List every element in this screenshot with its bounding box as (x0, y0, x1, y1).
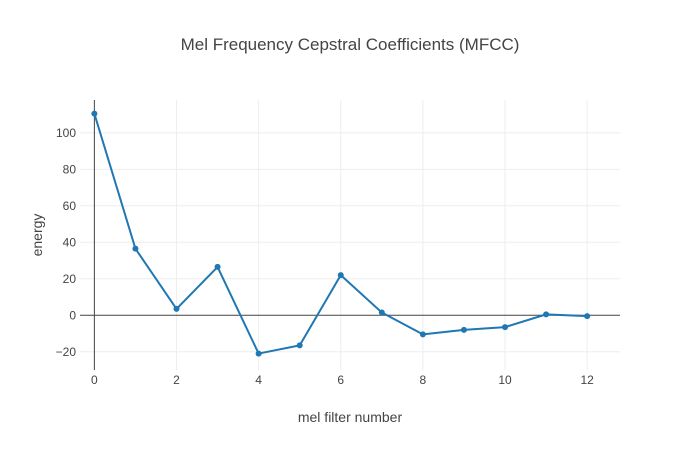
y-tick-label: 80 (63, 162, 77, 176)
x-tick-label: 0 (91, 373, 98, 387)
x-tick-label: 6 (337, 373, 344, 387)
y-tick-label: 40 (63, 235, 77, 249)
data-point[interactable] (378, 309, 385, 316)
data-point[interactable] (214, 263, 221, 270)
tick-labels: −20 0 20 40 60 80 100 0 2 4 6 8 10 12 (56, 126, 595, 387)
x-tick-label: 4 (255, 373, 262, 387)
y-tick-label: 60 (63, 199, 77, 213)
data-point[interactable] (91, 110, 98, 117)
y-tick-label: 100 (56, 126, 76, 140)
data-point[interactable] (132, 245, 139, 252)
data-point[interactable] (584, 313, 591, 320)
data-point[interactable] (502, 324, 509, 331)
x-tick-label: 12 (580, 373, 594, 387)
x-tick-label: 8 (420, 373, 427, 387)
grid (80, 100, 620, 370)
y-tick-label: −20 (56, 345, 77, 359)
series-group (91, 110, 591, 357)
data-point[interactable] (543, 311, 550, 318)
data-point[interactable] (296, 342, 303, 349)
chart-title: Mel Frequency Cepstral Coefficients (MFC… (181, 35, 520, 54)
data-point[interactable] (337, 272, 344, 279)
data-point[interactable] (173, 305, 180, 312)
axes (80, 100, 620, 370)
data-point[interactable] (419, 331, 426, 338)
y-axis-title: energy (29, 214, 45, 257)
x-axis-title: mel filter number (298, 409, 403, 425)
x-tick-label: 10 (498, 373, 512, 387)
x-tick-label: 2 (173, 373, 180, 387)
y-tick-label: 0 (69, 308, 76, 322)
data-point[interactable] (460, 326, 467, 333)
y-tick-label: 20 (63, 272, 77, 286)
data-point[interactable] (255, 350, 262, 357)
